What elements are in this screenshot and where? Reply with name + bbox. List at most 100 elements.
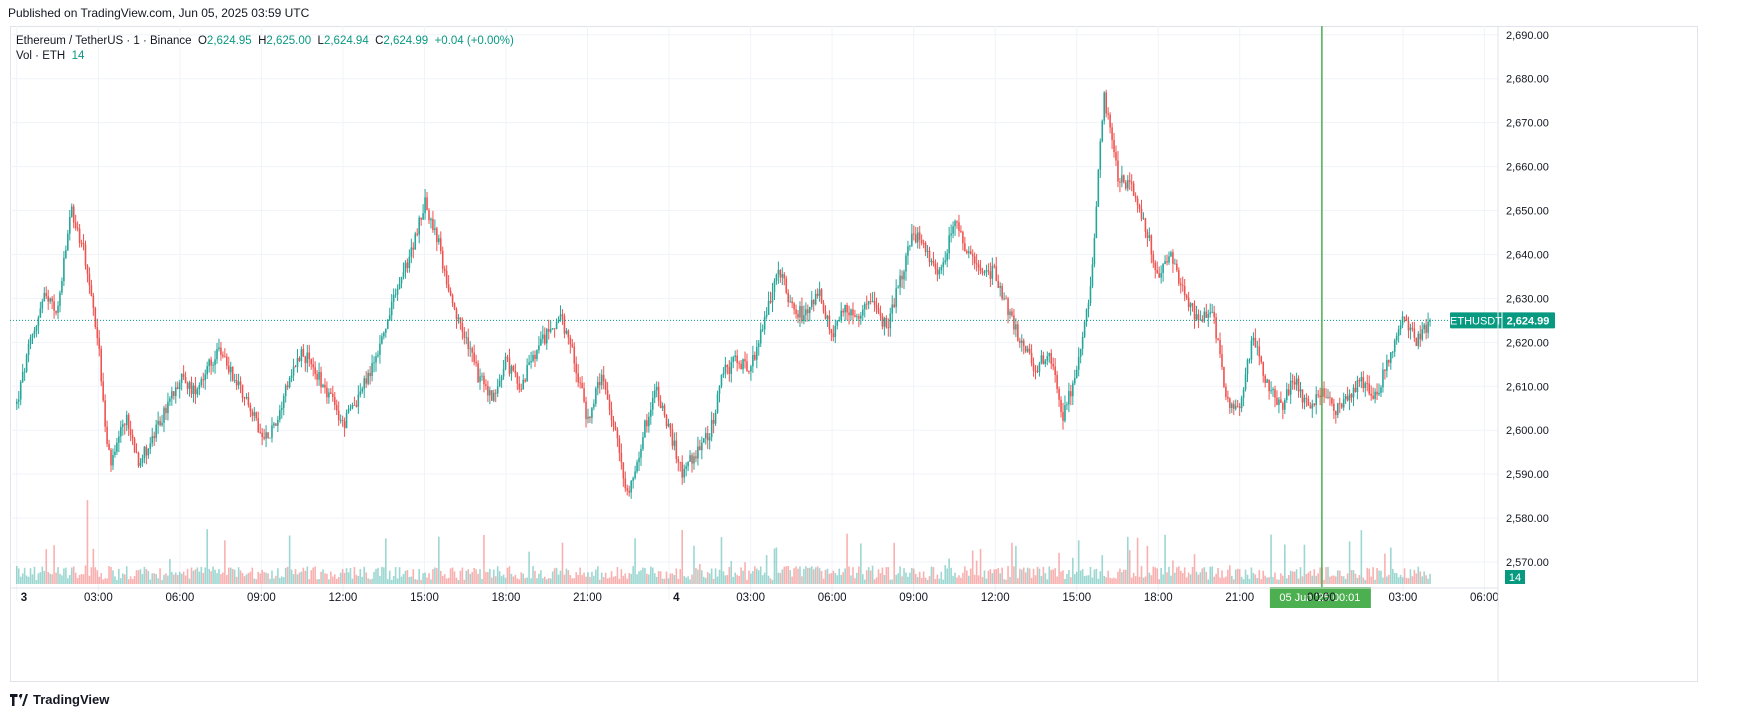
candle-body <box>673 440 676 446</box>
volume-bar <box>897 573 899 584</box>
candle-body <box>736 355 738 363</box>
volume-bar <box>483 534 485 584</box>
candle-body <box>257 418 260 433</box>
tradingview-footer[interactable]: TradingView <box>10 692 109 707</box>
volume-bar <box>914 573 917 584</box>
volume-bar <box>581 574 583 584</box>
volume-bar <box>677 578 680 584</box>
candle-body <box>824 311 827 319</box>
volume-bar <box>21 573 24 584</box>
legend-symbol[interactable]: Ethereum / TetherUS · 1 · Binance <box>16 35 192 47</box>
candle-body <box>740 363 742 370</box>
candle-body <box>891 304 894 314</box>
volume-bar <box>1176 567 1178 584</box>
candle-body <box>1409 327 1412 331</box>
candle-body <box>1038 363 1041 372</box>
candle-body <box>681 462 684 478</box>
candle-body <box>100 348 102 382</box>
volume-bar <box>1309 570 1312 584</box>
candle-body <box>750 366 752 372</box>
candle-body <box>188 382 191 389</box>
candle-body <box>1011 311 1013 316</box>
candle-body <box>1107 113 1109 115</box>
volume-bar <box>304 570 307 584</box>
volume-bar <box>1252 573 1255 584</box>
candle-body <box>441 251 444 269</box>
candle-body <box>153 436 155 439</box>
volume-bar <box>1087 575 1090 584</box>
volume-bar <box>74 572 77 584</box>
volume-bar <box>1352 570 1355 584</box>
volume-bar <box>359 568 362 584</box>
candle-body <box>487 386 489 396</box>
x-tick-label: 18:00 <box>1144 592 1173 604</box>
candle-body <box>812 300 815 305</box>
candle-body <box>761 329 764 331</box>
candle-body <box>149 443 152 449</box>
volume-bar <box>100 573 102 584</box>
candle-body <box>567 330 570 338</box>
candle-body <box>237 381 240 386</box>
candle-body <box>1054 366 1056 376</box>
candle-body <box>542 334 544 339</box>
volume-bar <box>1340 575 1343 584</box>
volume-bar <box>1077 540 1080 584</box>
candle-body <box>540 338 542 346</box>
candle-body <box>1193 305 1196 320</box>
candle-body <box>704 433 707 439</box>
candle-body <box>298 357 301 361</box>
candle-body <box>465 337 468 339</box>
volume-bar <box>263 572 265 584</box>
volume-bar <box>451 567 454 584</box>
x-tick-label: 12:00 <box>981 592 1010 604</box>
candle-body <box>860 315 862 319</box>
volume-bar <box>343 572 346 584</box>
candle-body <box>1062 411 1064 421</box>
candle-body <box>249 405 252 412</box>
candle-body <box>180 373 183 383</box>
volume-bar <box>997 568 1000 584</box>
volume-bar <box>932 567 935 584</box>
volume-bar <box>1042 566 1045 584</box>
crosshair-time-badge-bg <box>1269 587 1371 608</box>
candle-body <box>74 222 77 228</box>
candle-body <box>526 365 528 382</box>
candle-body <box>838 320 841 322</box>
candle-body <box>557 319 560 322</box>
volume-bar <box>116 579 118 584</box>
candle-body <box>512 366 515 371</box>
volume-bar <box>365 572 367 584</box>
candle-body <box>981 271 984 273</box>
candle-body <box>428 210 430 221</box>
volume-bar <box>1036 566 1039 584</box>
candle-body <box>1393 340 1396 352</box>
candle-body <box>730 361 733 374</box>
candle-body <box>1183 286 1186 296</box>
candle-body <box>143 446 146 459</box>
candle-body <box>1399 325 1402 330</box>
price-badge-label: ETHUSDT <box>1450 315 1502 327</box>
volume-bar <box>192 570 195 584</box>
volume-bar <box>1386 576 1388 584</box>
candle-body <box>640 448 642 458</box>
candle-body <box>123 424 126 426</box>
candle-body <box>932 260 935 264</box>
candle-body <box>1187 297 1190 308</box>
volume-bar <box>583 572 585 584</box>
candle-body <box>420 217 422 220</box>
candle-body <box>514 370 517 374</box>
volume-bar <box>457 579 460 584</box>
candle-body <box>822 303 825 312</box>
volume-bar <box>555 567 558 584</box>
volume-bar <box>1405 577 1408 584</box>
volume-bar <box>416 579 419 584</box>
volume-bar <box>414 579 417 584</box>
candle-body <box>944 260 947 263</box>
candle-body <box>1415 337 1418 347</box>
volume-bar <box>1268 577 1270 584</box>
candle-body <box>330 392 332 394</box>
legend-volume-label[interactable]: Vol · ETH <box>16 50 66 62</box>
volume-bar <box>149 579 152 584</box>
footer-brand: TradingView <box>33 692 110 707</box>
